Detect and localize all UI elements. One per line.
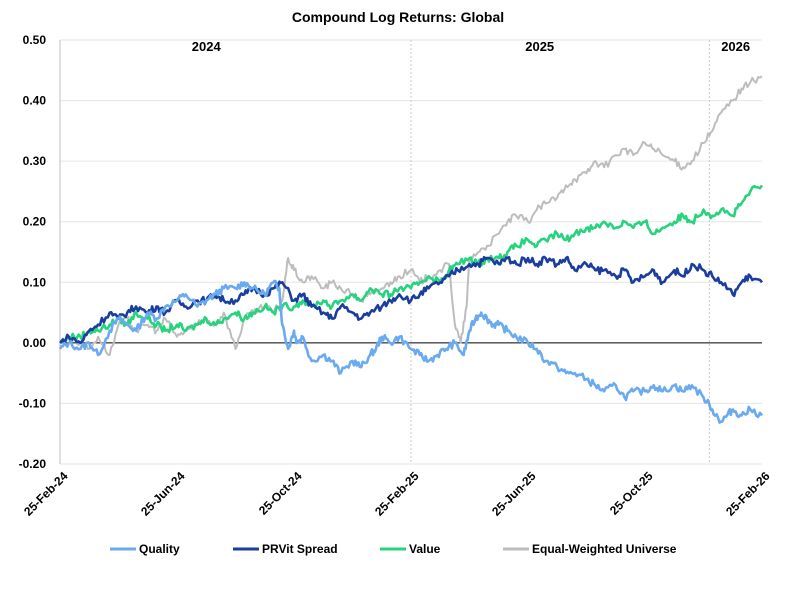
x-tick-label: 25-Oct-24	[256, 469, 305, 518]
y-tick-label: 0.10	[23, 275, 47, 289]
series-lines	[58, 75, 764, 424]
year-label: 2025	[525, 39, 554, 54]
legend-label: PRVit Spread	[262, 542, 338, 556]
year-labels: 2024 2025 2026	[192, 39, 750, 54]
legend-label: Equal-Weighted Universe	[532, 542, 677, 556]
series-line-quality	[58, 279, 764, 424]
year-label: 2024	[192, 39, 222, 54]
x-tick-label: 25-Jun-24	[138, 469, 188, 519]
chart-title: Compound Log Returns: Global	[292, 9, 504, 25]
series-line-equal-weighted-universe	[59, 75, 763, 356]
x-tick-label: 25-Jun-25	[489, 469, 539, 519]
year-label: 2026	[721, 39, 750, 54]
x-tick-label: 25-Feb-25	[372, 469, 422, 519]
y-tick-label: 0.40	[23, 94, 47, 108]
x-tick-label: 25-Feb-26	[723, 469, 773, 519]
x-tick-label: 25-Feb-24	[21, 469, 71, 519]
x-tick-label: 25-Oct-25	[607, 469, 656, 518]
legend-label: Value	[409, 542, 441, 556]
y-tick-labels: 0.50 0.40 0.30 0.20 0.10 0.00 -0.10 -0.20	[19, 33, 47, 471]
y-tick-label: 0.00	[23, 336, 47, 350]
legend: Quality PRVit Spread Value Equal-Weighted U…	[110, 542, 677, 556]
year-dividers	[410, 40, 710, 464]
x-tick-labels: 25-Feb-24 25-Jun-24 25-Oct-24 25-Feb-25 25-J…	[21, 469, 773, 519]
y-tick-label: 0.30	[23, 154, 47, 168]
series-line-value	[59, 184, 764, 345]
axes	[59, 40, 762, 464]
y-tick-label: 0.50	[23, 33, 47, 47]
y-tick-label: -0.20	[19, 457, 47, 471]
y-tick-label: 0.20	[23, 215, 47, 229]
legend-label: Quality	[139, 542, 180, 556]
y-tick-label: -0.10	[19, 396, 47, 410]
